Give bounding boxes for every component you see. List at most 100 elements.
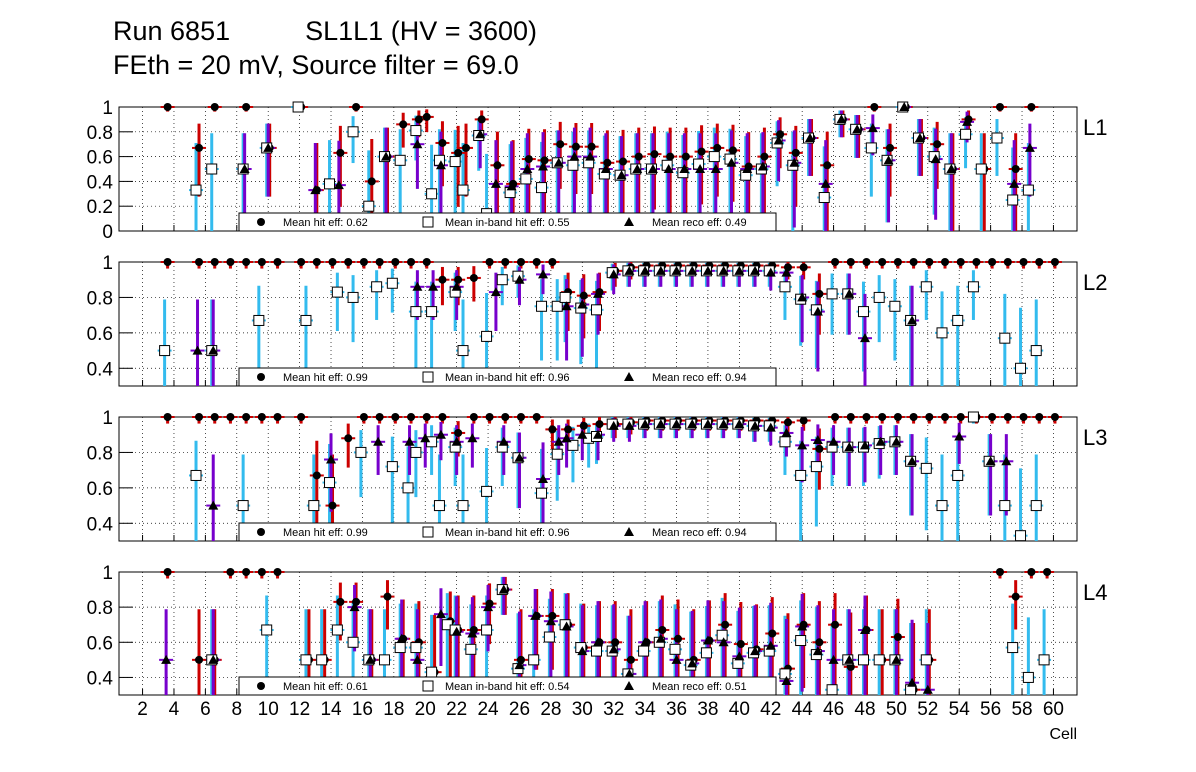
panel-L4-inband-point [779,668,791,680]
panel-L1-ytick-label: 0.2 [87,197,113,218]
panel-L3-label: L3 [1083,425,1107,450]
panel-L2-inband-point [410,306,422,318]
panel-L3-inband-point [190,469,202,481]
panel-L3-inband-point [237,500,249,512]
panel-L3-reco-point [624,420,635,430]
panel-L1-reco-point [930,154,941,164]
panel-L4-inband-point [873,654,885,666]
x-tick-label: 28 [540,699,561,720]
panel-L2-inband-point [331,286,343,298]
panel-L2-legend [238,367,777,387]
panel-L1-reco-point [742,164,753,173]
panel-L1-ytick-label: 0.4 [87,172,114,193]
panel-L4-hit-point [242,568,251,576]
panel-L4-reco-point [396,633,407,643]
panel-L4-legend-hit-marker [257,682,265,690]
panel-L2-hit-point [359,258,368,266]
panel-L2-hit-point [469,273,478,282]
panel-L1-reco-point [962,116,973,126]
panel-L2-hit-point [422,258,431,266]
panel-L3-reco-point [326,454,337,464]
panel-L1-hit-point [760,152,769,161]
panel-L1-ytick-label: 0 [102,222,113,243]
panel-L3-inband-point [551,448,563,460]
panel-L2-inband-point [826,288,838,300]
panel-L3-hit-point [564,425,573,434]
panel-L2-reco-point [702,265,713,275]
panel-L3-reco-point [373,436,384,446]
panel-L3-inband-point [324,477,336,489]
panel-L1-hit-point [603,158,612,167]
panel-L3-reco-point [577,429,588,439]
panel-L1-legend-hit: Mean hit eff: 0.62 [283,217,368,229]
panel-L2-reco-point [490,287,501,297]
panel-L2-hit-point [862,258,871,266]
x-tick-label: 20 [415,699,436,720]
panel-L4-inband-point [716,629,728,641]
panel-L3-hit-point [815,444,824,453]
panel-L4-reco-point [859,624,870,634]
x-tick-label: 46 [823,699,844,720]
panel-L4-reco-point [671,654,682,664]
panel-L1-hit-point [462,143,471,152]
panel-L4-hit-point [611,638,620,647]
panel-L1-hit-point [650,150,659,159]
panel-L4-reco-point [718,637,729,647]
panel-L4-reco-point [483,602,494,612]
panel-L4-hit-point [995,568,1004,576]
panel-L1-inband-point [292,101,304,113]
panel-L1-reco-point [1009,178,1020,188]
panel-L4-reco-point [640,637,651,647]
panel-L1-inband-point [426,188,438,200]
panel-L4-ytick-label: 0.4 [87,668,114,689]
panel-L3-inband-point [810,461,822,473]
panel-L4-inband-point [410,642,422,654]
panel-L2-reco-point [797,292,808,302]
panel-L4-legend-inband: Mean in-band hit eff: 0.54 [445,681,570,693]
panel-L1-reco-point [333,180,344,190]
panel-L3-reco-point [553,436,564,446]
panel-L1-inband-point [960,128,972,140]
panel-L3-reco-point [797,440,808,450]
panel-L1-hit-point [1027,103,1036,111]
x-tick-label: 18 [383,699,404,720]
x-tick-label: 44 [792,699,814,720]
panel-L2-inband-point [873,291,885,303]
panel-L4-hit-point [815,638,824,647]
panel-L3-hit-point [988,413,997,421]
panel-L1-hit-point [524,155,533,164]
panel-L1-hit-point [163,103,172,111]
panel-L3-reco-point [640,419,651,429]
panel-L3-hit-point [195,413,204,421]
panel-L4-inband-point [1022,671,1034,683]
panel-L2-hit-point [815,289,824,298]
panel-L2-hit-point [1035,258,1044,266]
panel-L3-hit-point [846,413,855,421]
panel-L1-reco-point [600,164,611,173]
panel-L2-hit-point [273,258,282,266]
panel-L1-hit-point [210,103,219,111]
panel-L3-hit-point [501,413,510,421]
panel-L3-hit-point [925,413,934,421]
panel-L4-inband-point [669,643,681,655]
panel-L4-hit-point [257,568,266,576]
panel-L2-hit-point [579,291,588,300]
panel-L4-inband-point [700,647,712,659]
panel-L2-reco-point [192,345,203,355]
panel-L3-hit-point [579,421,588,430]
panel-L2-inband-point [371,281,383,293]
panel-L3-legend-reco: Mean reco eff: 0.94 [652,527,747,539]
panel-L4-hit-point [195,655,204,664]
panel-L1-inband-point [449,156,461,168]
panel-L3-reco-point [608,420,619,430]
panel-L3-hit-point [210,413,219,421]
panel-L3-hit-point [407,413,416,421]
panel-L2-hit-point [297,258,306,266]
panel-L1-hit-point [493,161,502,170]
panel-L4-reco-point [624,668,635,678]
panel-L2-reco-point [718,265,729,275]
panel-L3-reco-point [828,436,839,446]
panel-L1-hit-point [540,156,549,165]
x-tick-label: 34 [635,699,657,720]
panel-L3-hit-point [391,413,400,421]
